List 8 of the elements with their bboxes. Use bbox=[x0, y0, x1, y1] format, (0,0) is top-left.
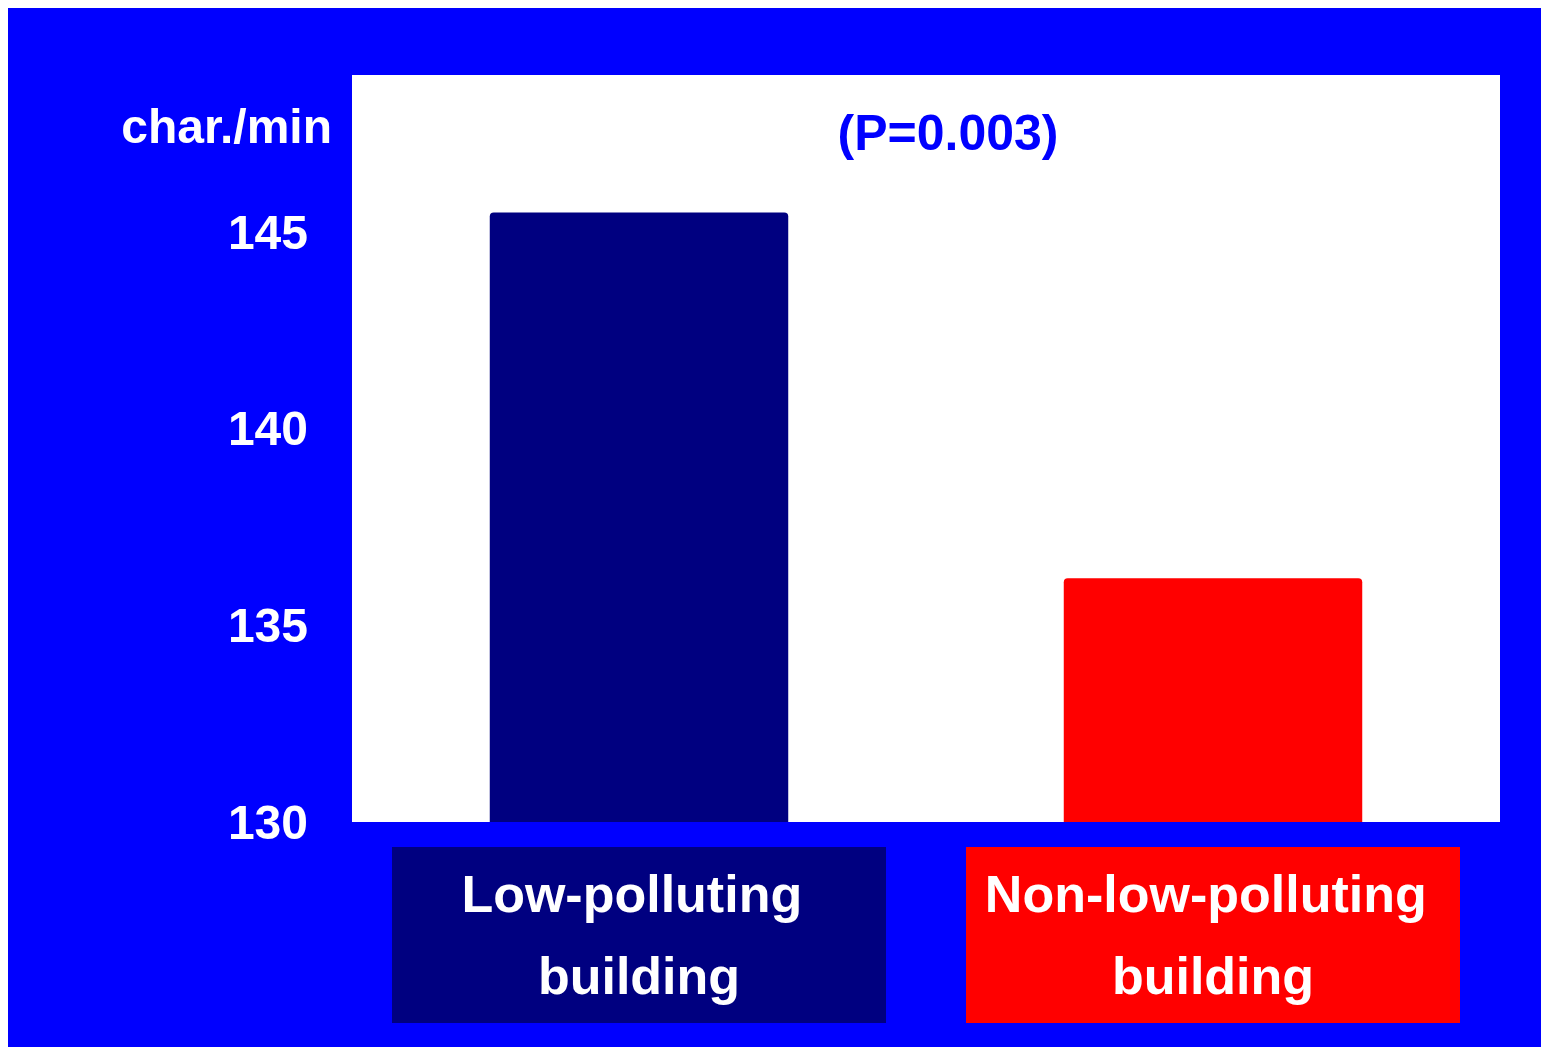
y-tick-label: 145 bbox=[227, 205, 308, 259]
y-tick-label: 135 bbox=[227, 598, 308, 652]
x-tick-label: Non-low-polluting building bbox=[984, 865, 1442, 1005]
y-tick-label: 140 bbox=[227, 402, 308, 456]
y-tick-label: 130 bbox=[227, 795, 308, 849]
text: (P=0.003) bbox=[837, 105, 1059, 161]
y-axis-title: char./min bbox=[121, 99, 332, 153]
x-tick-label: Low-polluting building bbox=[461, 865, 817, 1005]
